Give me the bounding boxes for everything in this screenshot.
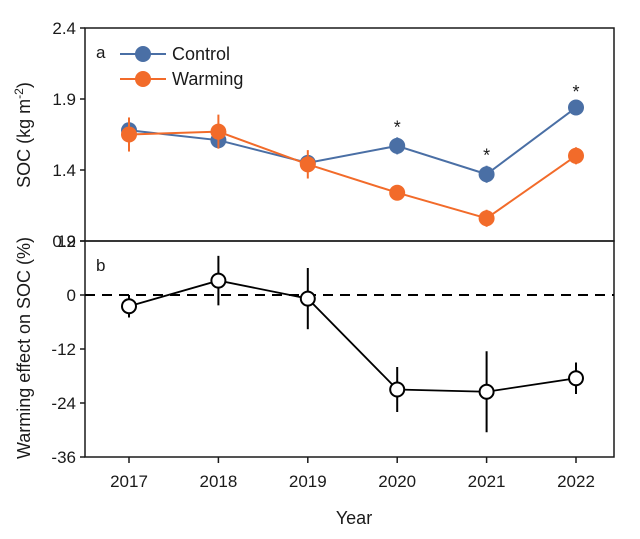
panel-b-frame xyxy=(84,240,615,458)
legend-warming-label: Warming xyxy=(172,69,243,89)
series-control-line xyxy=(128,106,577,176)
panel-b-y-tick-label: -12 xyxy=(51,340,76,359)
panel-a-y-axis-title-close: ) xyxy=(14,82,34,88)
legend-control-marker xyxy=(135,46,151,62)
panel-b-y-tick-label: 0 xyxy=(67,286,76,305)
panel-b-y-tick-label: 12 xyxy=(57,232,76,251)
warming-effect-point xyxy=(299,290,316,307)
series-warming-point xyxy=(389,184,406,201)
series-warming-point xyxy=(478,210,495,227)
warming-effect-point xyxy=(210,272,227,289)
significance-star: * xyxy=(483,146,490,166)
series-warming-point xyxy=(121,126,137,143)
warming-effect-point xyxy=(121,298,137,315)
panel-b-y-axis-title: Warming effect on SOC (%) xyxy=(14,237,34,459)
series-warming-point xyxy=(568,147,584,164)
legend-control-label: Control xyxy=(172,44,230,64)
panel-b-label: b xyxy=(96,256,105,275)
x-tick-label: 2021 xyxy=(468,472,506,491)
x-tick-label: 2020 xyxy=(378,472,416,491)
warming-effect-point xyxy=(568,370,584,387)
x-axis-title: Year xyxy=(336,508,372,528)
series-control-point xyxy=(478,166,495,183)
warming-effect-line xyxy=(128,279,577,393)
panel-a-y-tick-label: 2.4 xyxy=(52,19,76,38)
x-tick-label: 2019 xyxy=(289,472,327,491)
panel-a-y-tick-label: 0.9 xyxy=(52,232,76,251)
x-tick-label: 2022 xyxy=(557,472,595,491)
panel-a-y-axis-title: SOC (kg m-2) xyxy=(12,82,34,188)
series-warming-point xyxy=(299,156,316,173)
significance-star: * xyxy=(572,82,579,102)
x-tick-label: 2018 xyxy=(199,472,237,491)
panel-a-y-tick-label: 1.9 xyxy=(52,90,76,109)
series-warming-point xyxy=(210,123,227,140)
panel-a-y-axis-title-main: SOC (kg m xyxy=(14,99,34,188)
series-control-point xyxy=(568,99,584,116)
significance-star: * xyxy=(394,117,401,137)
legend-warming-marker xyxy=(135,71,151,87)
warming-effect-point xyxy=(389,381,406,398)
panel-b-y-tick-label: -36 xyxy=(51,448,76,467)
series-warming-line xyxy=(128,130,577,220)
panel-a-y-tick-label: 1.4 xyxy=(52,161,76,180)
panel-a-y-axis-title-sup: -2 xyxy=(12,88,26,99)
x-tick-label: 2017 xyxy=(110,472,148,491)
series-control-point xyxy=(389,137,406,154)
legend: Control Warming xyxy=(120,44,243,89)
panel-a-label: a xyxy=(96,43,106,62)
panel-b-y-tick-label: -24 xyxy=(51,394,76,413)
chart-marks: 0.9 1.4 1.9 2.4 12 0 -12 -24 -36 2017 2018 2019 2020… xyxy=(51,19,614,491)
warming-effect-point xyxy=(478,383,495,400)
